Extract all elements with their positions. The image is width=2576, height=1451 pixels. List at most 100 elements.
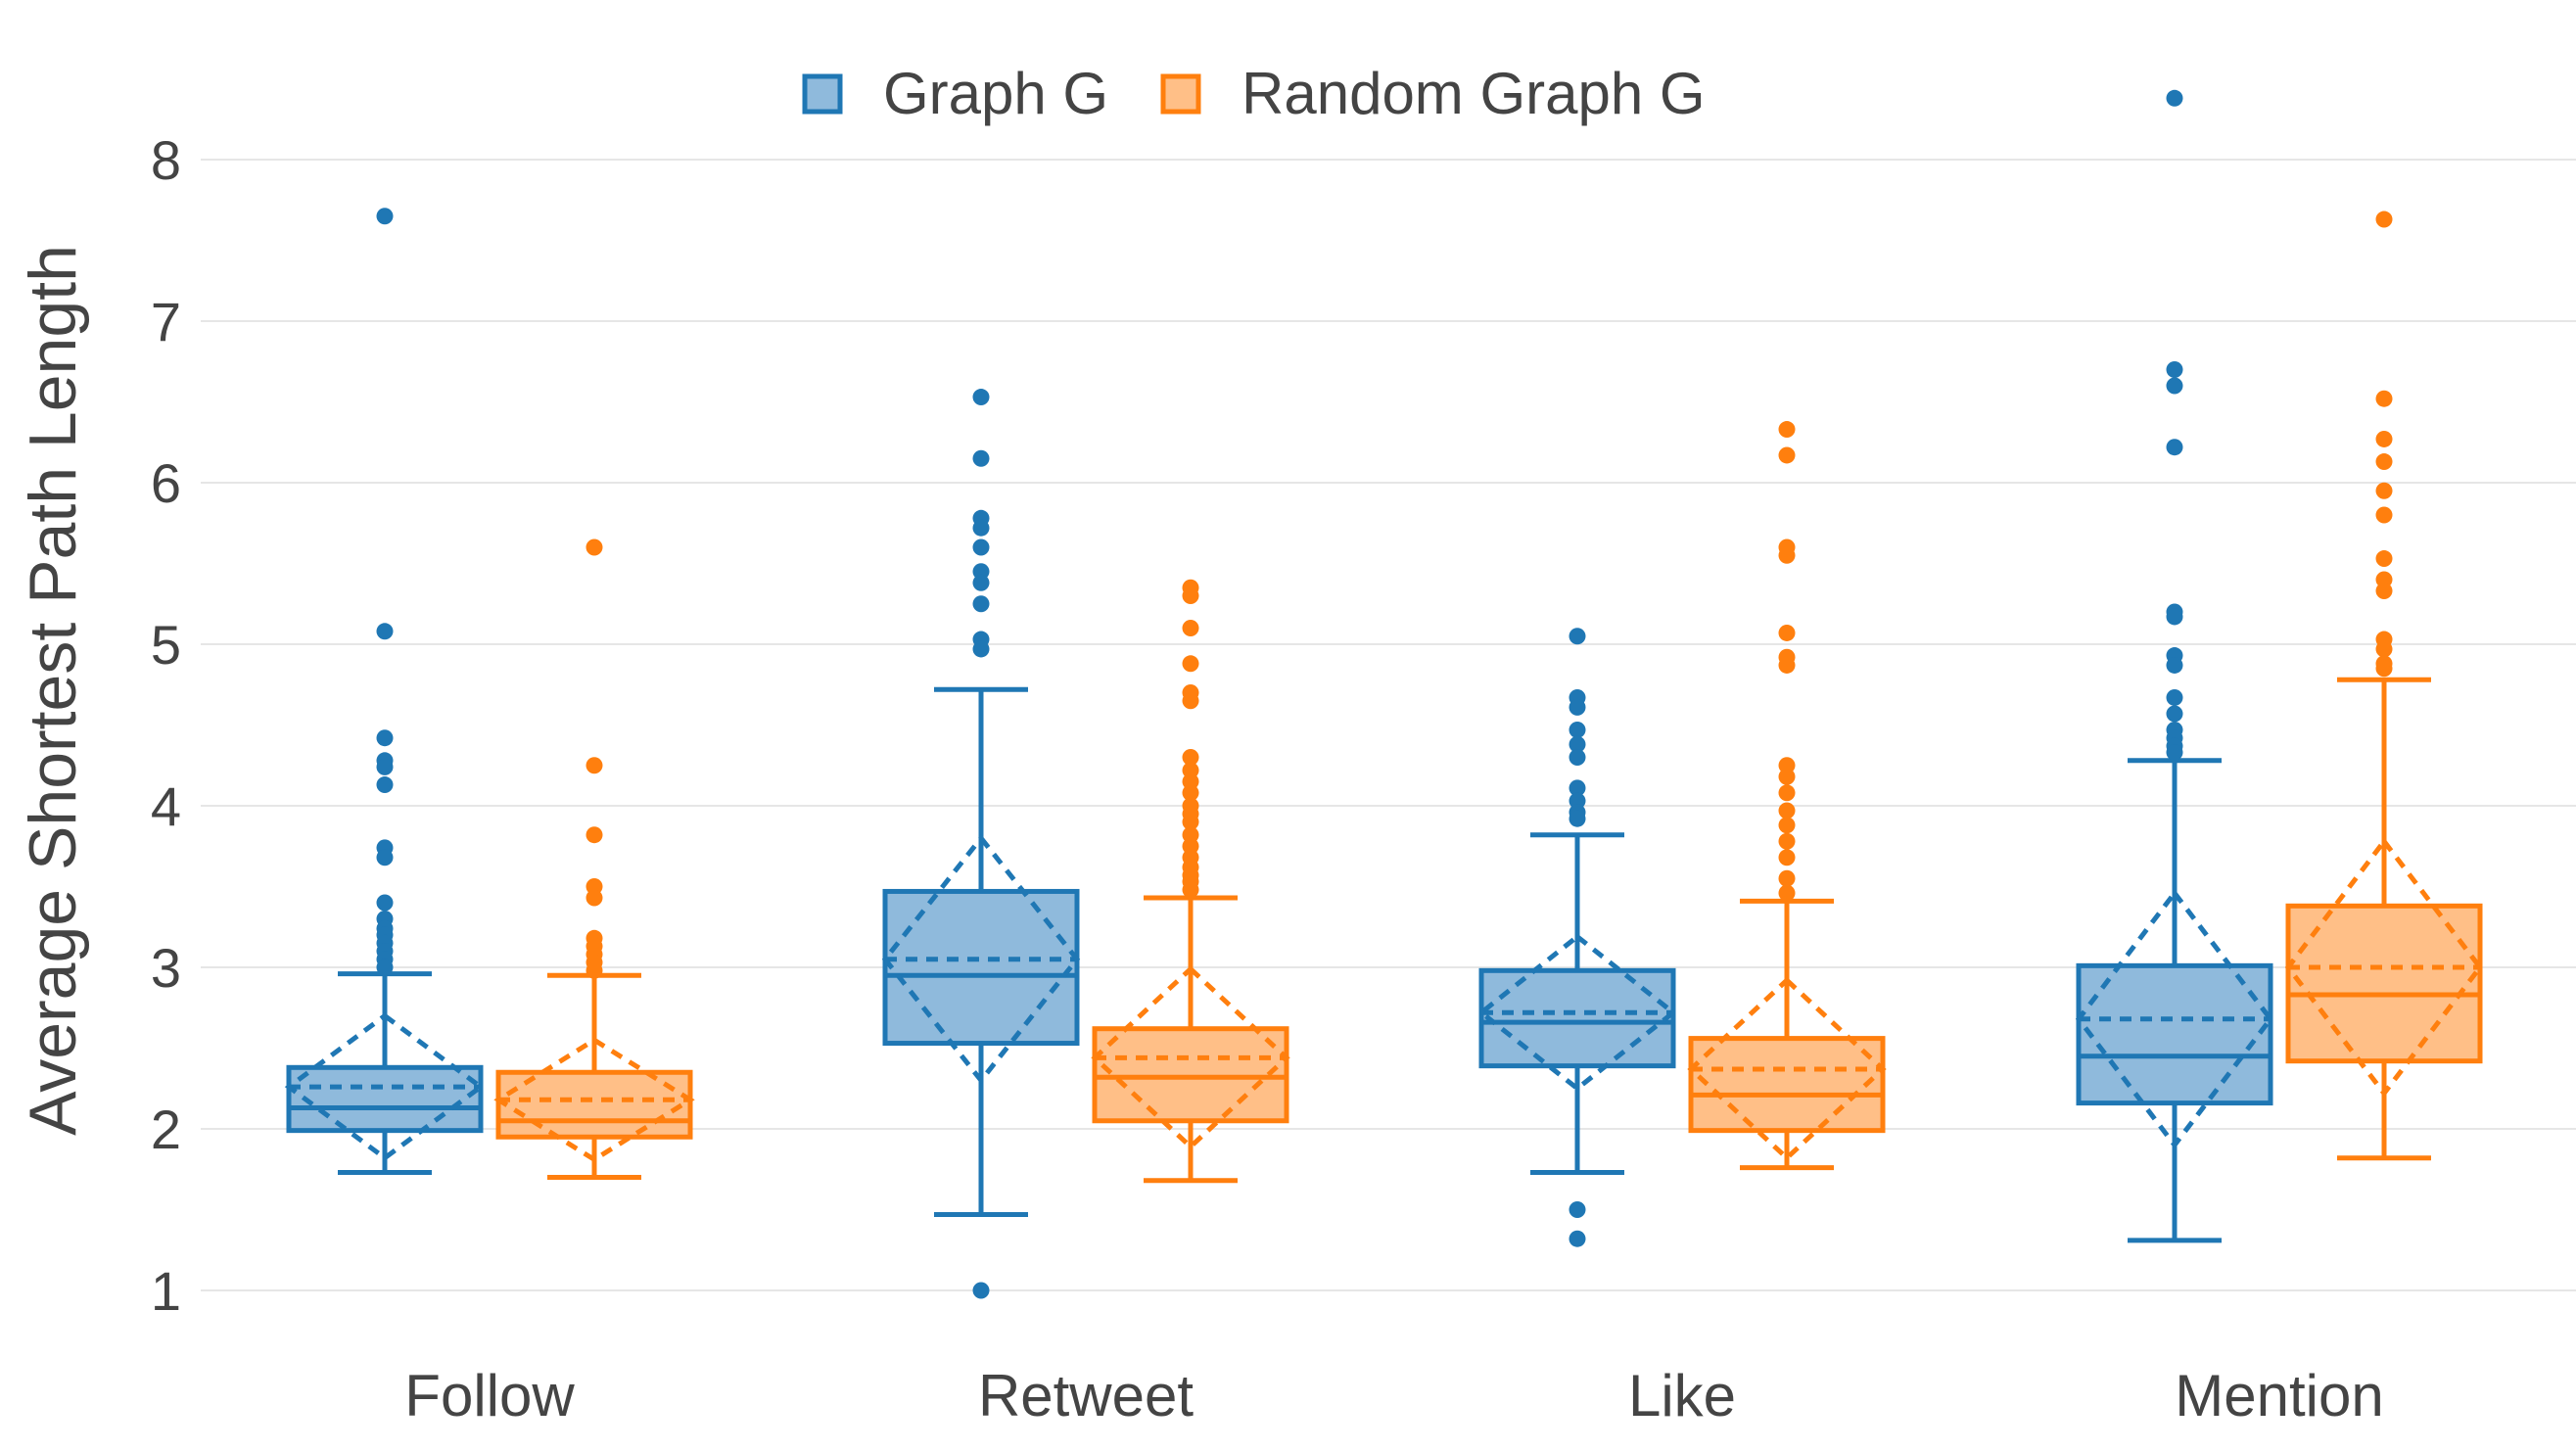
box-body (2076, 962, 2273, 1106)
y-tick-label: 6 (151, 452, 181, 514)
box-random-graph-g-follow (493, 538, 695, 1180)
x-tick-label: Retweet (978, 1363, 1194, 1428)
sd-diamond (493, 1037, 695, 1163)
box-graph-g-like (1476, 628, 1678, 1247)
legend-swatch (1160, 73, 1201, 115)
outlier-point (972, 595, 990, 613)
outlier-point (2166, 705, 2183, 723)
box-body (1478, 967, 1676, 1069)
plot-area (284, 89, 2484, 1299)
outlier-point (1778, 869, 1796, 887)
outlier-point (585, 757, 603, 774)
outlier-point (1778, 849, 1796, 866)
sd-diamond (1091, 965, 1290, 1150)
outlier-point (376, 729, 394, 747)
legend-label: Graph G (883, 61, 1108, 126)
outlier-point (1778, 784, 1796, 802)
outlier-point (1182, 881, 1199, 899)
outlier-point (1778, 446, 1796, 464)
outlier-point (2166, 656, 2183, 674)
y-axis: 1 2 3 4 5 6 7 8 (151, 129, 181, 1322)
sd-diamond (1687, 976, 1887, 1162)
outlier-point (972, 519, 990, 537)
x-tick-label: Mention (2175, 1363, 2383, 1428)
box-random-graph-g-mention (2284, 211, 2484, 1161)
outlier-point (972, 574, 990, 591)
x-tick-label: Follow (404, 1363, 575, 1428)
outlier-point (2375, 506, 2393, 524)
outlier-point (1778, 421, 1796, 439)
outlier-point (1778, 546, 1796, 564)
box-body (495, 1069, 693, 1140)
outlier-point (1569, 735, 1586, 753)
box-graph-g-mention (2075, 89, 2274, 1243)
sd-diamond (2284, 837, 2484, 1098)
legend-item-random-graph-g[interactable]: Random Graph G (1160, 61, 1706, 126)
outlier-point (1182, 784, 1199, 802)
outlier-point (1569, 779, 1586, 797)
outlier-point (2166, 688, 2183, 706)
outlier-point (1569, 698, 1586, 716)
outlier-point (1182, 655, 1199, 673)
outlier-point (376, 758, 394, 775)
y-tick-label: 1 (151, 1260, 181, 1322)
outlier-point (1569, 810, 1586, 827)
outlier-point (2375, 453, 2393, 471)
outlier-point (972, 538, 990, 556)
outlier-point (2375, 390, 2393, 407)
outlier-point (972, 449, 990, 467)
legend: Graph G Random Graph G (802, 61, 1706, 126)
outlier-point (972, 640, 990, 658)
x-tick-label: Like (1628, 1363, 1736, 1428)
box-body (2285, 903, 2483, 1064)
legend-swatch (802, 73, 843, 115)
outlier-point (1182, 814, 1199, 830)
outlier-point (2375, 482, 2393, 499)
outlier-point (585, 889, 603, 907)
outlier-point (1569, 749, 1586, 766)
outlier-point (1182, 587, 1199, 604)
outlier-point (1778, 624, 1796, 641)
outlier-point (972, 1282, 990, 1299)
outlier-point (972, 389, 990, 406)
legend-item-graph-g[interactable]: Graph G (802, 61, 1108, 126)
sd-diamond (2075, 888, 2274, 1149)
box-body (882, 888, 1080, 1047)
outlier-point (376, 849, 394, 866)
outlier-point (1778, 832, 1796, 850)
outlier-point (1778, 884, 1796, 902)
y-tick-label: 5 (151, 614, 181, 676)
y-tick-label: 8 (151, 129, 181, 191)
outlier-point (2375, 583, 2393, 600)
outlier-point (2166, 361, 2183, 378)
outlier-point (376, 623, 394, 640)
outlier-point (585, 538, 603, 556)
y-tick-label: 3 (151, 937, 181, 999)
sd-diamond (284, 1012, 486, 1161)
box-graph-g-retweet (881, 389, 1081, 1299)
sd-diamond (881, 833, 1081, 1085)
outlier-point (1569, 1201, 1586, 1218)
y-tick-label: 4 (151, 775, 181, 837)
outlier-point (2166, 89, 2183, 107)
outlier-point (1182, 749, 1199, 766)
box-graph-g-follow (284, 208, 486, 1176)
outlier-point (1569, 721, 1586, 738)
legend-label: Random Graph G (1241, 61, 1706, 126)
outlier-point (1182, 620, 1199, 636)
box-body (1688, 1036, 1886, 1134)
outlier-point (2375, 550, 2393, 568)
outlier-point (376, 776, 394, 794)
y-axis-title: Average Shortest Path Length (16, 245, 90, 1136)
y-tick-label: 2 (151, 1099, 181, 1160)
box-random-graph-g-like (1687, 421, 1887, 1171)
y-tick-label: 7 (151, 291, 181, 352)
box-random-graph-g-retweet (1091, 579, 1290, 1184)
outlier-point (376, 208, 394, 225)
outlier-point (1778, 768, 1796, 785)
outlier-point (2166, 439, 2183, 456)
box-body (286, 1064, 484, 1134)
outlier-point (2375, 211, 2393, 228)
